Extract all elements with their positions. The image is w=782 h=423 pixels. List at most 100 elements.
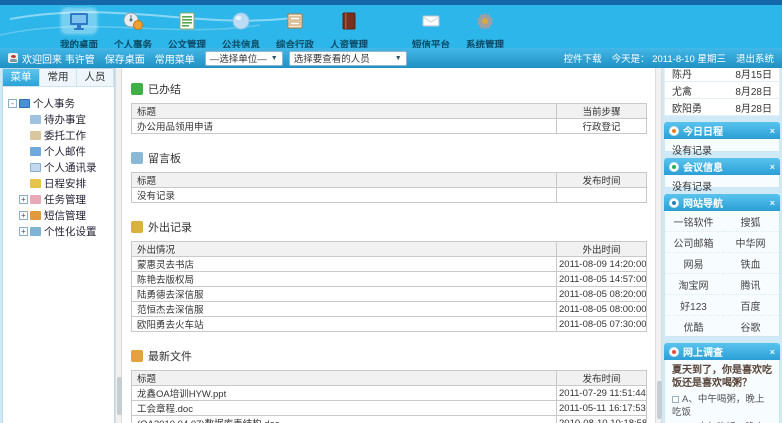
site-link[interactable]: 优酷 — [683, 323, 704, 334]
expand-box-icon[interactable]: + — [19, 210, 28, 220]
birthday-name: 尤禽 — [672, 86, 692, 98]
scrollbar-thumb[interactable] — [116, 377, 122, 415]
collapse-icon[interactable]: × — [769, 346, 775, 357]
save-desktop-link[interactable]: 保存桌面 — [104, 54, 145, 66]
panel-header[interactable]: 网上调查 × — [664, 343, 780, 360]
site-link[interactable]: 网易 — [665, 253, 722, 274]
site-link[interactable]: 百度 — [722, 295, 779, 316]
expand-box-icon[interactable] — [19, 179, 28, 188]
birthday-date: 8月28日 — [735, 103, 772, 115]
collapse-box-icon[interactable]: - — [8, 98, 17, 108]
panel-header[interactable]: 网站导航 × — [664, 194, 780, 211]
row-timestamp: 2011-08-09 14:20:00 — [556, 256, 647, 272]
tree-item[interactable]: 日程安排 — [8, 175, 111, 191]
tab-menu[interactable]: 菜单 — [3, 69, 40, 87]
tree-item[interactable]: 个人通讯录 — [8, 159, 111, 175]
tree-root-personal-affairs[interactable]: - 个人事务 — [8, 95, 111, 111]
nav-item-system-management[interactable]: 系统管理 — [458, 9, 512, 48]
public-info-icon — [224, 9, 258, 33]
scrollbar-thumb[interactable] — [656, 381, 662, 419]
expand-box-icon[interactable] — [19, 163, 28, 172]
site-link[interactable]: 一铭软件 — [665, 211, 722, 232]
outings-table: 外出情况 外出时间 蒙惠灵去书店 2011-08-09 14:20:00 陈艳去… — [131, 241, 647, 332]
tree-item[interactable]: 个人邮件 — [8, 143, 111, 159]
expand-box-icon[interactable] — [19, 131, 28, 140]
row-title-link[interactable]: 范恒杰去深信服 — [131, 301, 557, 317]
sidebar-scrollbar[interactable] — [115, 68, 122, 423]
common-menu-link[interactable]: 常用菜单 — [154, 54, 195, 66]
checkbox-icon[interactable] — [672, 396, 679, 403]
tree-item[interactable]: + 短信管理 — [8, 207, 111, 223]
tree-item[interactable]: + 个性化设置 — [8, 223, 111, 239]
panel-header[interactable]: 会议信息 × — [664, 158, 780, 175]
logout-link[interactable]: 退出系统 — [735, 54, 774, 65]
folder-icon — [19, 98, 30, 108]
row-title-link[interactable]: 工会章程.doc — [131, 400, 557, 416]
row-title-link[interactable]: 办公用品领用申请 — [131, 118, 557, 134]
site-link[interactable]: 淘宝网 — [665, 274, 722, 295]
nav-item-my-desktop[interactable]: 我的桌面 — [52, 9, 106, 48]
panel-header[interactable]: 今日日程 × — [664, 122, 780, 139]
site-link[interactable]: 公司邮箱 — [665, 232, 722, 253]
collapse-icon[interactable]: × — [769, 197, 775, 208]
site-link[interactable]: 搜狐 — [722, 211, 779, 232]
birthday-row: 陈丹 8月15日 — [664, 68, 780, 82]
row-title-link[interactable]: 陆勇德去深信服 — [131, 286, 557, 302]
section-board-title: 留言板 — [131, 150, 647, 166]
tree-item-label: 个性化设置 — [44, 225, 97, 238]
expand-box-icon[interactable] — [19, 147, 28, 156]
tree-item[interactable]: + 任务管理 — [8, 191, 111, 207]
tab-common[interactable]: 常用 — [40, 69, 77, 87]
person-select[interactable]: 选择要查看的人员 ▼ — [288, 50, 407, 66]
table-row: 工会章程.doc 2011-05-11 16:17:53 — [131, 400, 647, 416]
site-link[interactable]: 谷歌 — [740, 323, 761, 334]
expand-box-icon[interactable]: + — [19, 194, 28, 204]
collapse-icon[interactable]: × — [769, 161, 775, 172]
top-strip — [0, 0, 782, 5]
expand-box-icon[interactable]: + — [19, 226, 28, 236]
tree-item-label: 待办事宜 — [44, 113, 86, 126]
main-scrollbar[interactable] — [655, 68, 662, 423]
collapse-icon[interactable]: × — [769, 125, 775, 136]
expand-box-icon[interactable] — [19, 115, 28, 124]
column-header: 标题 — [131, 370, 557, 386]
row-title-link[interactable]: 龙鑫OA培训HYW.ppt — [131, 385, 557, 401]
tab-personnel[interactable]: 人员 — [77, 69, 114, 87]
tree-item-label: 个人邮件 — [44, 145, 86, 158]
birthday-date: 8月15日 — [735, 69, 772, 81]
row-title-link[interactable]: 蒙惠灵去书店 — [131, 256, 557, 272]
tree-item-label: 委托工作 — [44, 129, 86, 142]
table-row: 没有记录 — [131, 187, 647, 203]
row-title-link[interactable]: (OA2010.04.07)数据库表结构.doc — [131, 415, 557, 423]
survey-option[interactable]: A、中午喝粥，晚上吃饭 — [665, 392, 779, 420]
panel-title: 会议信息 — [683, 163, 723, 174]
row-title-link[interactable]: 欧阳勇去火车站 — [131, 316, 557, 332]
nav-label: 短信平台 — [411, 40, 450, 48]
nav-item-hr-management[interactable]: 人资管理 — [322, 9, 376, 48]
table-row: 范恒杰去深信服 2011-08-05 08:00:00 — [131, 301, 647, 317]
control-download-link[interactable]: 控件下载 — [563, 54, 602, 65]
tree-item[interactable]: 委托工作 — [8, 127, 111, 143]
nav-label: 公文管理 — [167, 40, 206, 48]
row-timestamp: 2011-08-05 08:20:00 — [556, 286, 647, 302]
birthday-date: 8月28日 — [735, 86, 772, 98]
unit-select[interactable]: —选择单位— ▼ — [204, 50, 283, 66]
nav-item-public-info[interactable]: 公共信息 — [214, 9, 268, 48]
site-link[interactable]: 中华网 — [722, 232, 779, 253]
empty-text: 没有记录 — [672, 146, 712, 157]
nav-item-personal-affairs[interactable]: 个人事务 — [106, 9, 160, 48]
birthday-name: 欧阳勇 — [672, 103, 702, 115]
site-link[interactable]: 好123 — [665, 295, 722, 316]
tree-item-label: 短信管理 — [44, 209, 86, 222]
row-title-link[interactable]: 陈艳去版权局 — [131, 271, 557, 287]
tree-item-icon — [30, 130, 41, 140]
site-link[interactable]: 铁血 — [722, 253, 779, 274]
nav-item-administration[interactable]: 综合行政 — [268, 9, 322, 48]
tree-item[interactable]: 待办事宜 — [8, 111, 111, 127]
sidebar-tabs: 菜单 常用 人员 — [3, 69, 114, 87]
nav-item-sms-platform[interactable]: 短信平台 — [404, 9, 458, 48]
row-title: 没有记录 — [131, 187, 557, 203]
nav-item-document-management[interactable]: 公文管理 — [160, 9, 214, 48]
table-row: 陈艳去版权局 2011-08-05 14:57:00 — [131, 271, 647, 287]
site-link[interactable]: 腾讯 — [722, 274, 779, 295]
